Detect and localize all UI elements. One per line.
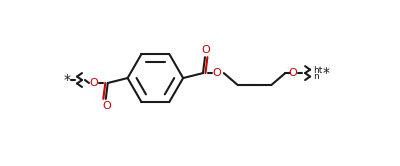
Text: O: O (202, 45, 210, 55)
Text: O: O (90, 78, 98, 88)
Text: ht: ht (313, 66, 322, 75)
Text: n: n (313, 72, 319, 81)
Text: O: O (102, 101, 111, 111)
Text: O: O (289, 68, 298, 78)
Text: O: O (212, 68, 221, 78)
Text: *: * (64, 73, 71, 87)
Text: *: * (322, 66, 330, 80)
